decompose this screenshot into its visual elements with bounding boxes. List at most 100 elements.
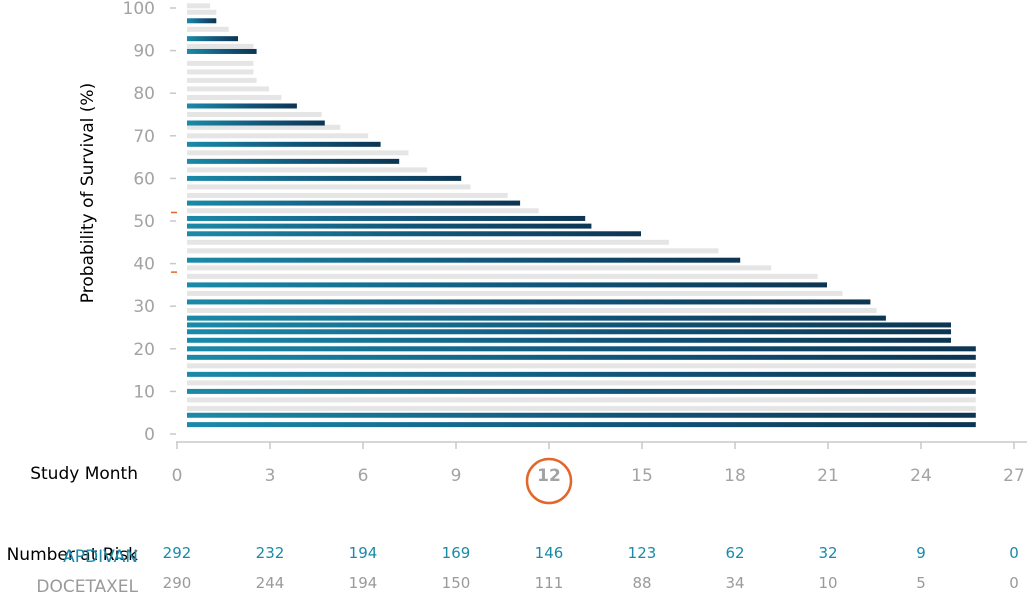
x-tick-label-21: 21 <box>817 466 839 486</box>
y-tick-label-50: 50 <box>133 212 155 232</box>
risk-row-name-1: DOCETAXEL <box>36 577 138 595</box>
docetaxel-bar-18 <box>187 112 322 117</box>
docetaxel-bar-11 <box>187 208 539 214</box>
apdivan-bar-24 <box>187 18 217 24</box>
y-tick-label-100: 100 <box>123 0 155 19</box>
x-axis: 0 3 6 9 12 15 18 21 24 27 <box>172 441 1027 486</box>
risk-value-1-5: 88 <box>632 574 651 592</box>
docetaxel-bar-0 <box>187 405 976 411</box>
apdivan-bar-1 <box>187 412 976 418</box>
docetaxel-bar-24 <box>187 43 254 49</box>
risk-value-1-3: 150 <box>442 574 471 592</box>
docetaxel-bar-13 <box>187 184 471 190</box>
x-tick-label-18: 18 <box>724 466 746 486</box>
risk-value-0-0: 292 <box>163 544 192 562</box>
apdivan-bar-7 <box>187 329 951 335</box>
y-tick-label-60: 60 <box>133 169 155 189</box>
apdivan-bar-5 <box>187 346 976 352</box>
docetaxel-bar-27 <box>187 3 211 9</box>
x-tick-label-6: 6 <box>358 466 369 486</box>
docetaxel-bar-22 <box>187 69 254 75</box>
risk-value-0-1: 232 <box>256 544 285 562</box>
apdivan-bar-11 <box>187 282 827 288</box>
apdivan-bar-0 <box>187 422 976 428</box>
apdivan-bar-15 <box>187 215 586 221</box>
apdivan-bar-16 <box>187 200 521 206</box>
risk-value-0-7: 32 <box>818 544 837 562</box>
risk-value-1-6: 34 <box>725 574 744 592</box>
apdivan-bar-13 <box>187 231 641 237</box>
risk-value-0-6: 62 <box>725 544 744 562</box>
apdivan-bar-4 <box>187 354 976 360</box>
x-tick-label-9: 9 <box>451 466 462 486</box>
docetaxel-bar-14 <box>187 167 428 173</box>
apdivan-bar-22 <box>187 48 257 54</box>
x-axis-title: Study Month <box>30 464 138 484</box>
apdivan-bar-2 <box>187 388 976 394</box>
docetaxel-bar-16 <box>187 133 369 139</box>
risk-value-1-1: 244 <box>256 574 285 592</box>
risk-value-0-2: 194 <box>349 544 378 562</box>
y-tick-label-70: 70 <box>133 127 155 147</box>
docetaxel-bar-6 <box>187 290 843 296</box>
risk-value-0-8: 9 <box>916 544 926 562</box>
x-tick-label-24: 24 <box>910 466 932 486</box>
docetaxel-bar-9 <box>187 248 719 254</box>
risk-value-1-9: 0 <box>1009 574 1019 592</box>
y-tick-label-10: 10 <box>133 382 155 402</box>
docetaxel-bars <box>187 3 976 411</box>
y-tick-label-30: 30 <box>133 297 155 317</box>
y-tick-label-20: 20 <box>133 340 155 360</box>
x-tick-label-15: 15 <box>631 466 653 486</box>
docetaxel-bar-7 <box>187 273 818 279</box>
docetaxel-bar-10 <box>187 239 669 245</box>
x-tick-label-27: 27 <box>1003 466 1025 486</box>
y-axis-title: Probability of Survival (%) <box>78 83 98 303</box>
apdivan-bar-12 <box>187 257 741 263</box>
risk-value-0-3: 169 <box>442 544 471 562</box>
x-tick-label-12: 12 <box>537 466 561 486</box>
docetaxel-bar-15 <box>187 150 409 156</box>
docetaxel-bar-20 <box>187 86 269 92</box>
risk-value-1-7: 10 <box>818 574 837 592</box>
apdivan-bar-6 <box>187 337 951 343</box>
apdivan-bar-21 <box>187 103 297 109</box>
risk-value-1-0: 290 <box>163 574 192 592</box>
y-tick-label-0: 0 <box>144 425 155 445</box>
risk-value-1-2: 194 <box>349 574 378 592</box>
x-tick-label-3: 3 <box>265 466 276 486</box>
apdivan-bar-20 <box>187 120 325 126</box>
y-tick-label-90: 90 <box>133 42 155 62</box>
apdivan-bar-19 <box>187 141 381 147</box>
y-markers <box>171 211 177 273</box>
y-tick-label-80: 80 <box>133 84 155 104</box>
docetaxel-bar-12 <box>187 192 508 198</box>
docetaxel-bar-17 <box>187 124 341 130</box>
apdivan-bar-14 <box>187 223 592 229</box>
apdivan-bar-3 <box>187 371 976 377</box>
docetaxel-bar-26 <box>187 9 217 15</box>
docetaxel-bar-21 <box>187 77 257 83</box>
y-axis: 0 10 20 30 40 50 60 70 80 90 100 <box>123 0 176 445</box>
highlight-circle <box>525 457 573 505</box>
risk-value-0-4: 146 <box>535 544 564 562</box>
risk-value-1-4: 111 <box>535 574 564 592</box>
risk-table: APDIVAN 292 232 194 169 146 123 62 32 9 0 DOCETAXEL… <box>36 544 1018 595</box>
docetaxel-bar-8 <box>187 265 772 271</box>
number-at-risk-label: Number at Risk <box>7 545 139 565</box>
risk-row-name-0: APDIVAN <box>63 547 138 567</box>
apdivan-bar-23 <box>187 36 238 42</box>
y-tick-label-40: 40 <box>133 255 155 275</box>
risk-value-1-8: 5 <box>916 574 926 592</box>
docetaxel-bar-23 <box>187 60 254 66</box>
apdivan-bar-9 <box>187 315 886 321</box>
docetaxel-bar-5 <box>187 307 877 313</box>
apdivan-bar-10 <box>187 299 871 305</box>
apdivan-bars <box>187 18 976 428</box>
risk-value-0-9: 0 <box>1009 544 1019 562</box>
apdivan-bar-17 <box>187 175 462 181</box>
apdivan-bar-18 <box>187 158 400 164</box>
docetaxel-bar-1 <box>187 397 976 403</box>
x-tick-label-0: 0 <box>172 466 183 486</box>
